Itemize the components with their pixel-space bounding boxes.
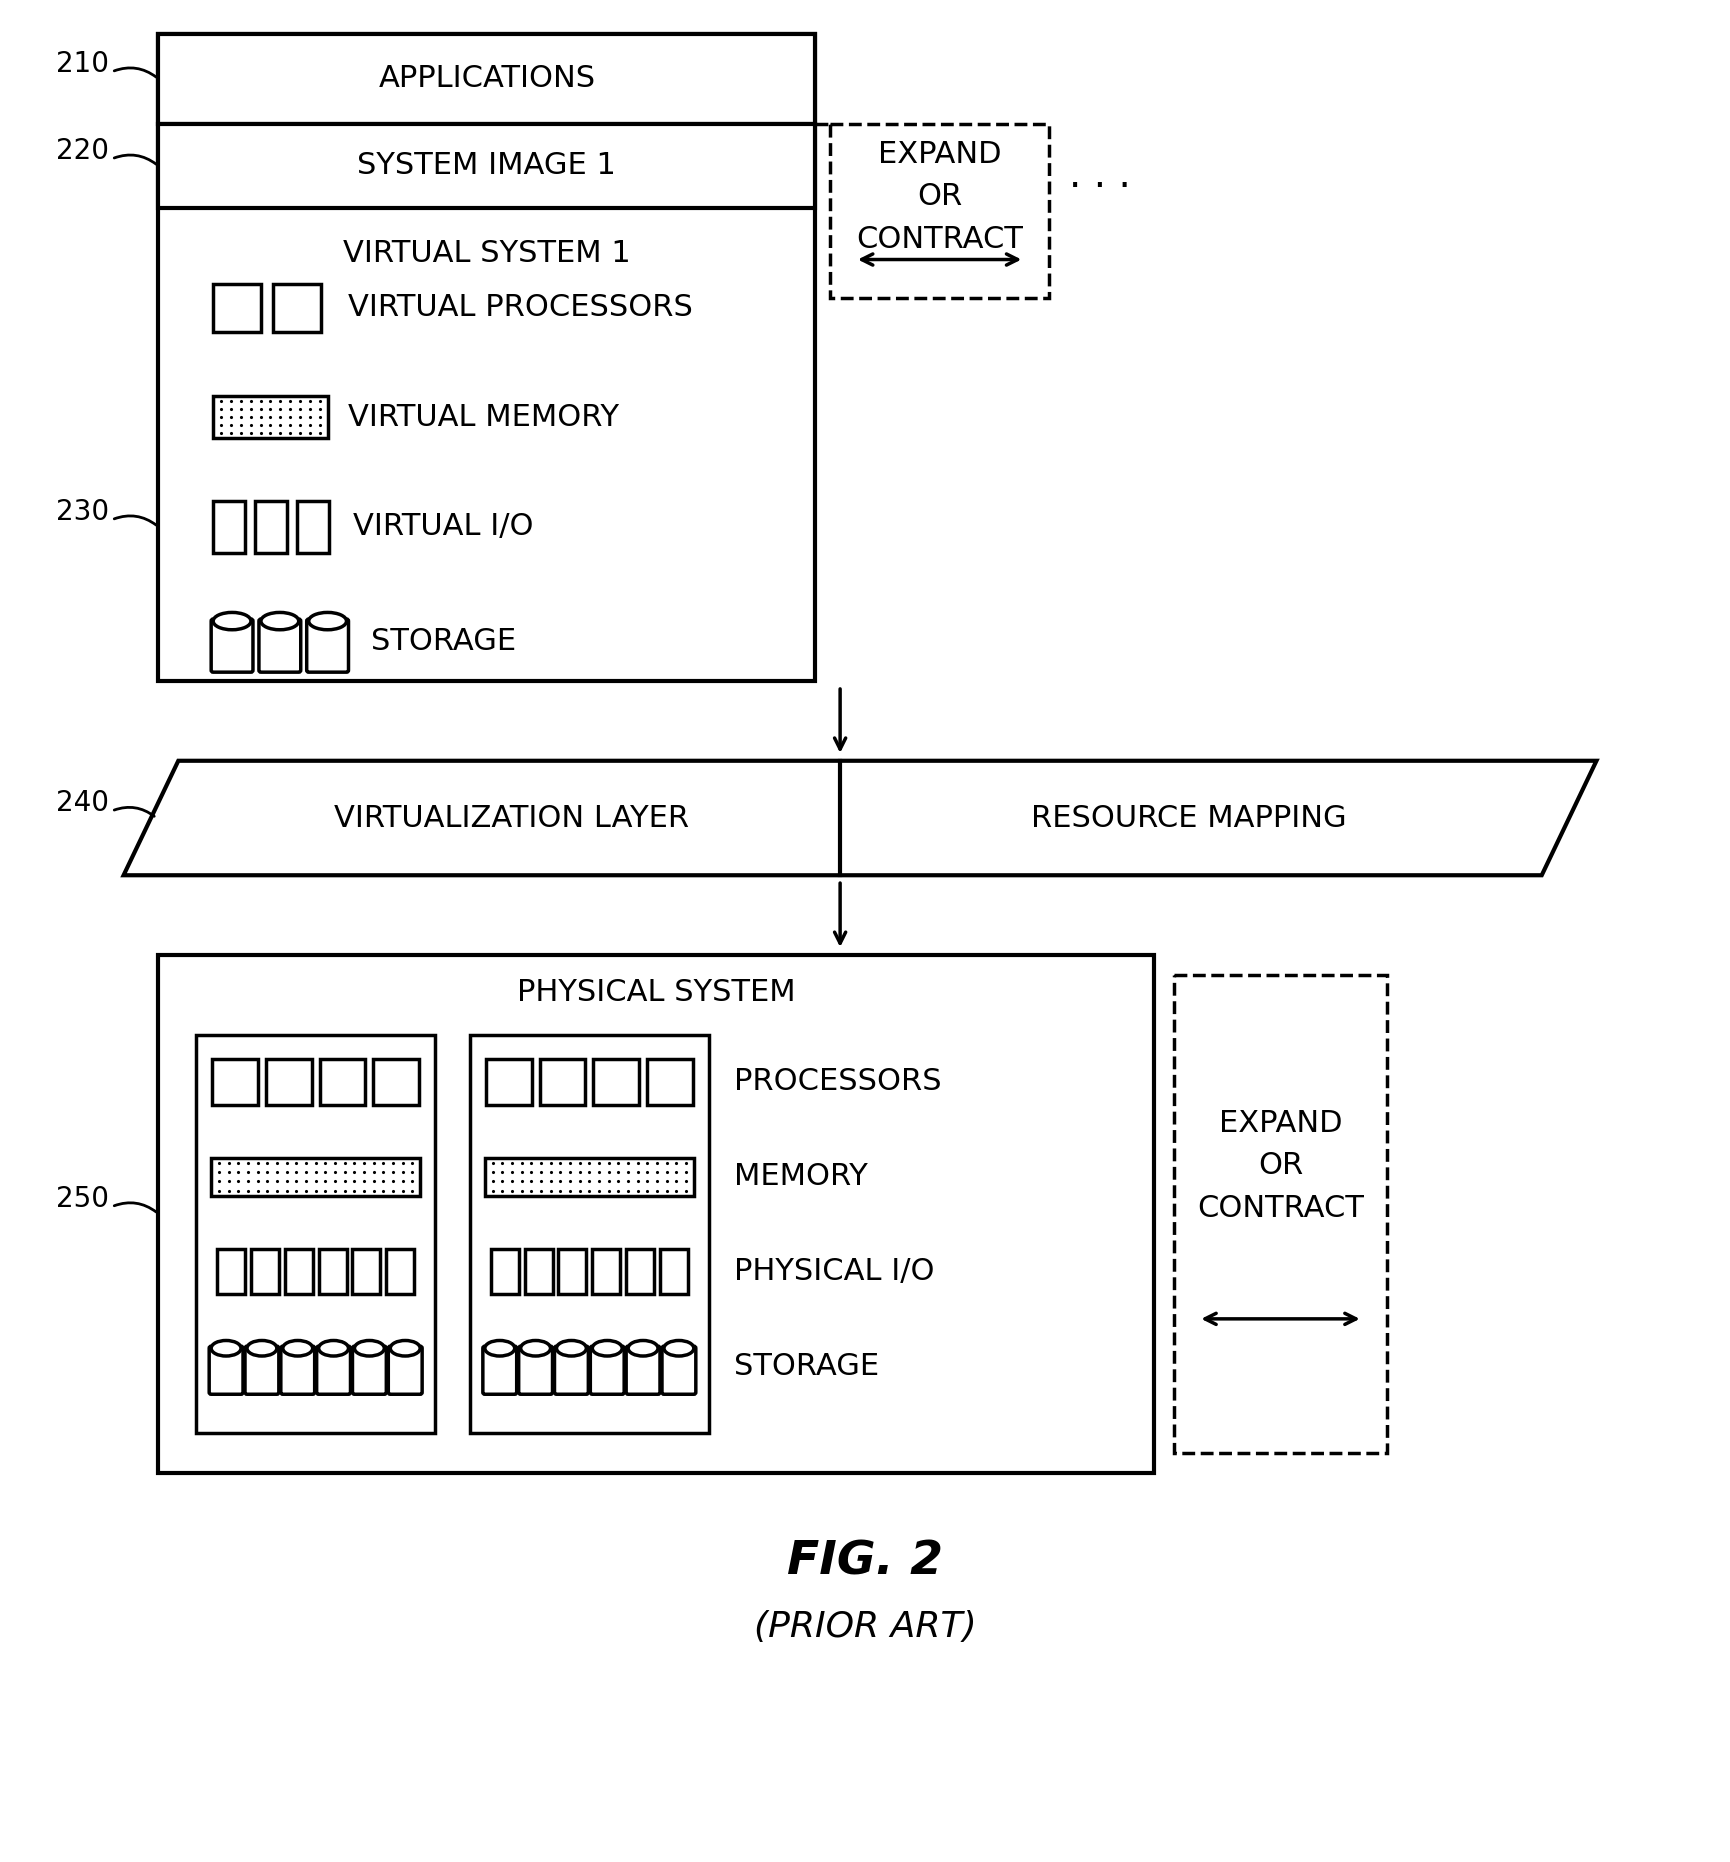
Text: VIRTUALIZATION LAYER: VIRTUALIZATION LAYER (334, 804, 689, 832)
Text: PHYSICAL SYSTEM: PHYSICAL SYSTEM (517, 978, 796, 1007)
Ellipse shape (261, 613, 299, 629)
FancyBboxPatch shape (626, 1346, 659, 1395)
Text: STORAGE: STORAGE (734, 1352, 879, 1382)
Bar (1173, 976, 1387, 1452)
Text: 210: 210 (55, 50, 109, 78)
Bar (251, 1249, 279, 1294)
Bar (254, 501, 287, 553)
FancyBboxPatch shape (555, 1346, 588, 1395)
Bar (213, 1059, 258, 1104)
Ellipse shape (213, 613, 251, 629)
Text: 220: 220 (55, 138, 109, 166)
Text: 230: 230 (55, 497, 109, 525)
Bar (374, 1059, 419, 1104)
Text: SYSTEM IMAGE 1: SYSTEM IMAGE 1 (358, 151, 616, 181)
Text: VIRTUAL I/O: VIRTUAL I/O (353, 512, 535, 542)
FancyBboxPatch shape (317, 1346, 351, 1395)
FancyBboxPatch shape (209, 1346, 242, 1395)
Ellipse shape (355, 1341, 384, 1356)
Bar (593, 1059, 638, 1104)
Bar (647, 1059, 692, 1104)
Bar (159, 955, 1154, 1473)
Ellipse shape (557, 1341, 586, 1356)
Bar (353, 1249, 381, 1294)
Bar (486, 1059, 531, 1104)
Bar (626, 1249, 654, 1294)
Text: APPLICATIONS: APPLICATIONS (379, 65, 595, 93)
Text: PROCESSORS: PROCESSORS (734, 1067, 941, 1097)
FancyBboxPatch shape (483, 1346, 517, 1395)
Ellipse shape (664, 1341, 694, 1356)
Text: 250: 250 (55, 1184, 109, 1212)
Text: VIRTUAL SYSTEM 1: VIRTUAL SYSTEM 1 (343, 238, 631, 268)
Text: EXPAND
OR
CONTRACT: EXPAND OR CONTRACT (1197, 1108, 1363, 1223)
Text: (PRIOR ART): (PRIOR ART) (754, 1611, 976, 1644)
Bar (830, 123, 1048, 298)
Bar (213, 501, 246, 553)
Bar (484, 1158, 694, 1195)
FancyBboxPatch shape (388, 1346, 422, 1395)
Bar (524, 1249, 552, 1294)
Ellipse shape (308, 613, 346, 629)
Ellipse shape (484, 1341, 516, 1356)
Ellipse shape (318, 1341, 348, 1356)
Bar (273, 283, 320, 331)
Text: RESOURCE MAPPING: RESOURCE MAPPING (1031, 804, 1346, 832)
Bar (540, 1059, 585, 1104)
Bar (213, 397, 327, 438)
Bar (659, 1249, 689, 1294)
Bar (318, 1249, 346, 1294)
Bar (285, 1249, 313, 1294)
Bar (195, 1035, 434, 1432)
Text: FIG. 2: FIG. 2 (787, 1540, 943, 1585)
Bar (386, 1249, 413, 1294)
Polygon shape (123, 762, 1597, 875)
Bar (559, 1249, 586, 1294)
Ellipse shape (211, 1341, 240, 1356)
Text: VIRTUAL PROCESSORS: VIRTUAL PROCESSORS (348, 294, 692, 322)
Text: VIRTUAL MEMORY: VIRTUAL MEMORY (348, 402, 619, 432)
FancyBboxPatch shape (260, 618, 301, 672)
Text: STORAGE: STORAGE (372, 627, 517, 655)
Bar (320, 1059, 365, 1104)
Bar (213, 283, 261, 331)
FancyBboxPatch shape (519, 1346, 552, 1395)
Ellipse shape (628, 1341, 657, 1356)
Bar (218, 1249, 246, 1294)
Bar (211, 1158, 420, 1195)
Bar (592, 1249, 619, 1294)
Ellipse shape (391, 1341, 420, 1356)
Bar (491, 1249, 519, 1294)
Text: . . .: . . . (1069, 156, 1131, 196)
Bar (159, 34, 815, 681)
Ellipse shape (592, 1341, 623, 1356)
Text: EXPAND
OR
CONTRACT: EXPAND OR CONTRACT (856, 140, 1022, 253)
FancyBboxPatch shape (590, 1346, 625, 1395)
FancyBboxPatch shape (353, 1346, 386, 1395)
Bar (266, 1059, 311, 1104)
Bar (159, 123, 815, 209)
Ellipse shape (247, 1341, 277, 1356)
Bar (298, 501, 329, 553)
Text: PHYSICAL I/O: PHYSICAL I/O (734, 1257, 934, 1287)
Bar (471, 1035, 709, 1432)
FancyBboxPatch shape (280, 1346, 315, 1395)
Ellipse shape (282, 1341, 313, 1356)
Bar (159, 34, 815, 123)
FancyBboxPatch shape (306, 618, 348, 672)
FancyBboxPatch shape (663, 1346, 695, 1395)
Text: 240: 240 (55, 789, 109, 817)
Ellipse shape (521, 1341, 550, 1356)
FancyBboxPatch shape (211, 618, 253, 672)
FancyBboxPatch shape (246, 1346, 279, 1395)
Text: MEMORY: MEMORY (734, 1162, 867, 1192)
